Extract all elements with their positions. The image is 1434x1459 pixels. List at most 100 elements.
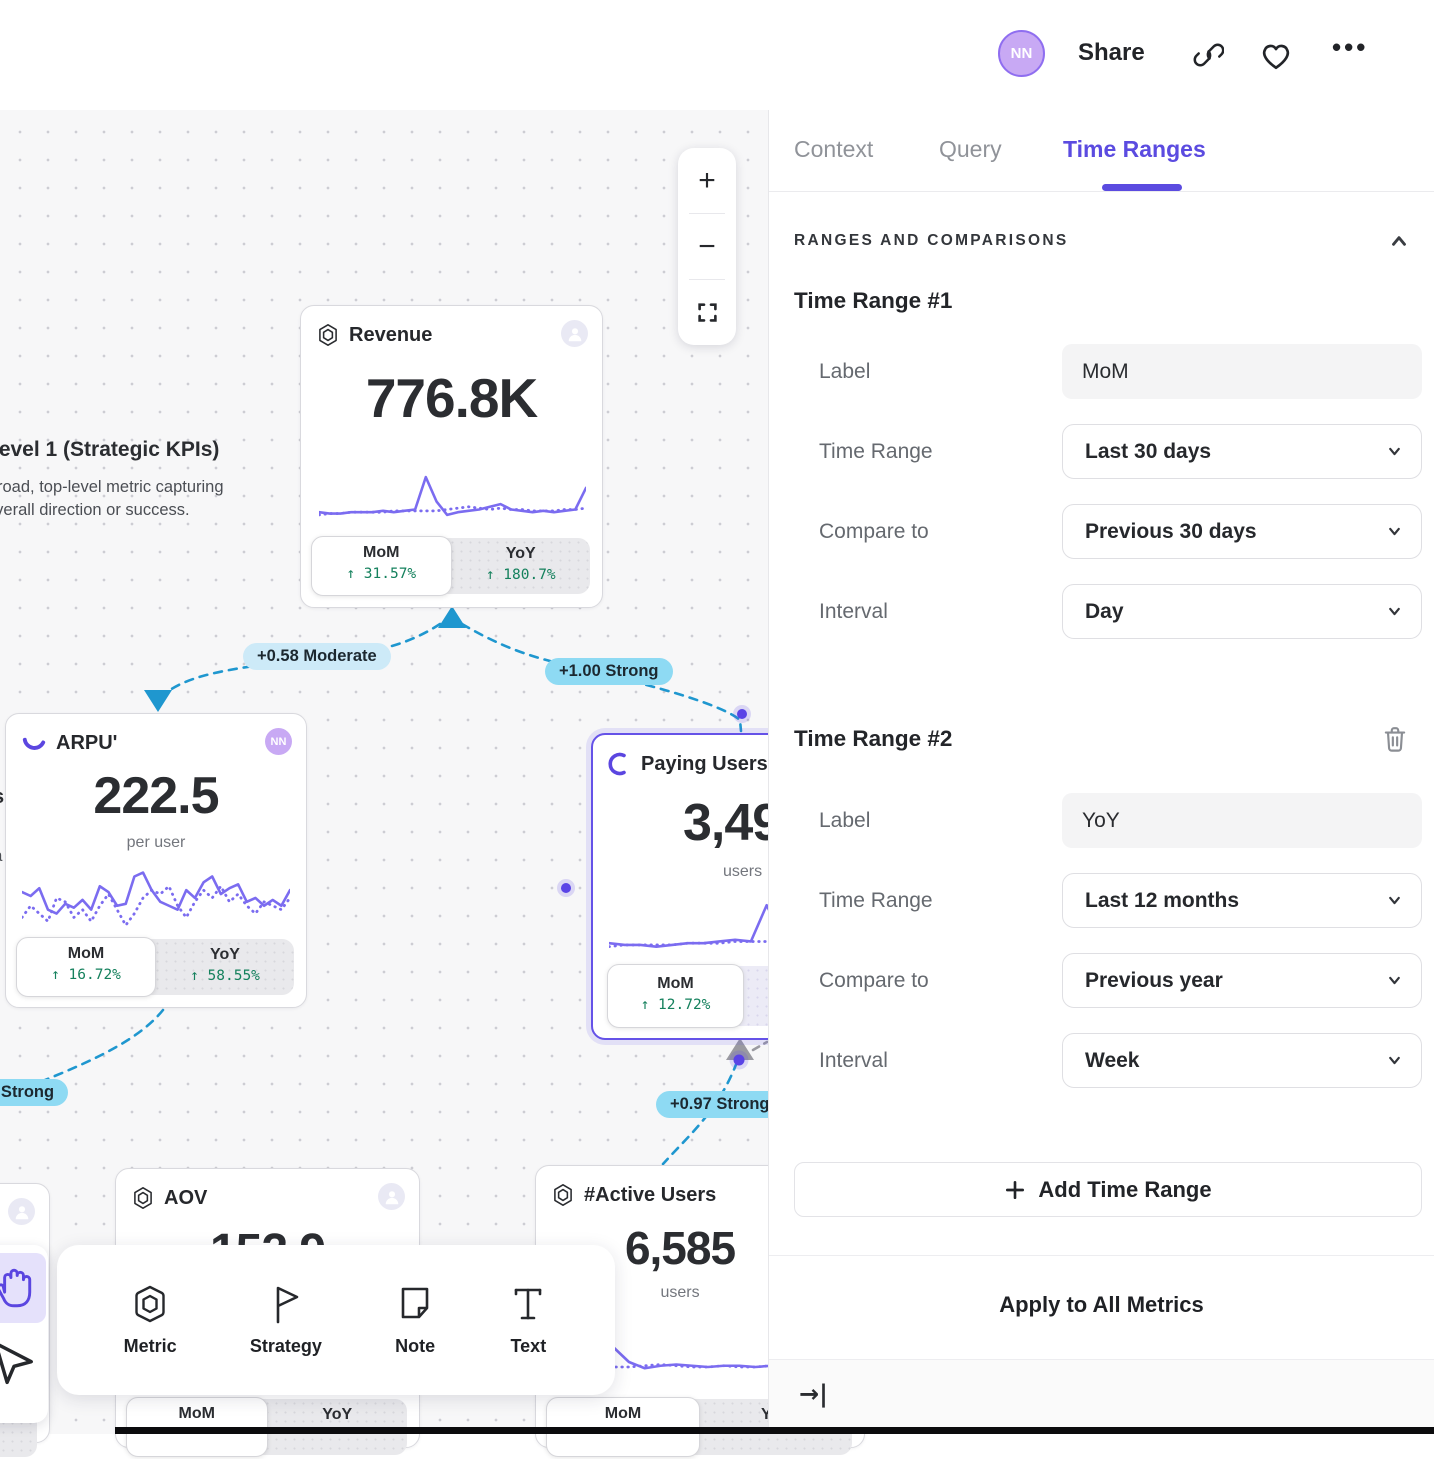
metric-tree-canvas[interactable]: Level 1 (Strategic KPIs) Broad, top-leve… [0,110,768,1434]
add-time-range-button[interactable]: Add Time Range [794,1162,1422,1217]
tab-time-ranges[interactable]: Time Ranges [1063,136,1206,163]
select-tool[interactable] [0,1329,44,1399]
favorite-heart-icon[interactable] [1260,41,1292,71]
range1-compare-select[interactable]: Previous 30 days [1062,504,1422,559]
level-1-annotation: Level 1 (Strategic KPIs) Broad, top-leve… [0,438,224,522]
correlation-label-strong-clipped[interactable]: 66 Strong [0,1079,68,1106]
insert-metric-button[interactable]: Metric [124,1284,177,1357]
toggle-mom[interactable]: MoM ↑ 31.57% [311,536,452,596]
panel-tabs: Context Query Time Ranges [769,110,1434,192]
arpu-sparkline [22,854,290,938]
toggle-yoy[interactable]: YoY ↑ 180.7% [452,538,591,594]
flag-icon [266,1284,306,1324]
owner-avatar[interactable] [8,1198,35,1225]
field-label: Interval [794,600,1062,624]
insert-toolbar: Metric Strategy Note Text [57,1245,615,1395]
owner-avatar-nn[interactable]: NN [265,728,292,755]
field-label: Time Range [794,440,1062,464]
connector-gray-stub [753,1042,767,1050]
field-label: Time Range [794,889,1062,913]
field-label: Interval [794,1049,1062,1073]
time-range-1-title: Time Range #1 [794,288,952,314]
person-icon [13,1203,31,1221]
crescent-icon [608,751,632,777]
time-range-2-title: Time Range #2 [794,726,952,752]
copy-link-icon[interactable] [1192,40,1224,70]
more-options-button[interactable]: ••• [1332,32,1368,63]
collapse-section-chevron-up-icon[interactable] [1388,230,1410,252]
arrowhead-up-revenue [438,606,466,628]
apply-to-all-metrics-button[interactable]: Apply to All Metrics [769,1256,1434,1354]
insert-text-button[interactable]: Text [508,1284,548,1357]
comparison-toggle: MoM ↑ 31.57% YoY ↑ 180.7% [313,538,590,594]
person-icon [566,325,584,343]
range1-interval-select[interactable]: Day [1062,584,1422,639]
range1-label-input[interactable]: MoM [1062,344,1422,399]
comparison-toggle: MoM ↑ 16.72% YoY ↑ 58.55% [18,939,294,995]
toggle-mom[interactable]: MoM ↑ 16.72% [16,937,156,997]
card-title: Revenue [349,324,432,347]
range2-compare-select[interactable]: Previous year [1062,953,1422,1008]
yoy-change: ↑ 180.7% [452,567,591,583]
user-avatar[interactable]: NN [998,30,1045,77]
chevron-down-icon [1386,443,1403,460]
zoom-in-button[interactable]: + [678,148,736,213]
range2-time-range-select[interactable]: Last 12 months [1062,873,1422,928]
metric-hexagon-icon [131,1186,155,1210]
metric-card-arpu[interactable]: ARPU' NN 222.5 per user MoM ↑ 16.72% YoY… [5,713,307,1008]
metric-value: 222.5 [6,766,306,826]
card-title: #Active Users [584,1184,716,1207]
field-label: Label [794,809,1062,833]
note-icon [395,1284,435,1324]
insert-strategy-button[interactable]: Strategy [250,1284,322,1357]
settings-panel: Context Query Time Ranges RANGES AND COM… [768,110,1434,1434]
yoy-change: ↑ 58.55% [156,968,294,984]
mom-change: ↑ 16.72% [17,967,155,983]
field-label: Label [794,360,1062,384]
owner-avatar[interactable] [378,1183,405,1210]
metric-hexagon-icon [130,1284,170,1324]
delete-range-trash-icon[interactable] [1382,725,1408,753]
curve-arc-icon [21,732,47,754]
chevron-down-icon [1386,892,1403,909]
correlation-label-strong[interactable]: +0.97 Strong [656,1091,784,1118]
cursor-icon [0,1338,37,1390]
metric-value: 776.8K [301,366,602,430]
owner-avatar[interactable] [561,320,588,347]
active-tab-indicator [1102,184,1182,191]
clipped-text-fragment: a [0,846,2,866]
tab-query[interactable]: Query [939,136,1002,163]
share-button[interactable]: Share [1078,39,1145,67]
fit-view-button[interactable] [678,280,736,345]
panel-footer: →| [769,1359,1434,1427]
metric-card-revenue[interactable]: Revenue 776.8K MoM ↑ 31.57% YoY ↑ 180.7% [300,305,603,608]
correlation-label-moderate[interactable]: +0.58 Moderate [243,643,391,670]
range2-label-input[interactable]: YoY [1062,793,1422,848]
level-description: Broad, top-level metric capturing overal… [0,476,224,522]
clipped-text-fragment: s [0,786,4,809]
range2-interval-select[interactable]: Week [1062,1033,1422,1088]
correlation-label-strong[interactable]: +1.00 Strong [545,658,673,685]
bottom-screen-edge [115,1427,1434,1434]
hand-tool-selected[interactable] [0,1253,46,1323]
range1-time-range-select[interactable]: Last 30 days [1062,424,1422,479]
chevron-down-icon [1386,603,1403,620]
metric-unit: per user [6,834,306,852]
field-label: Compare to [794,969,1062,993]
collapse-panel-icon[interactable]: →| [799,1380,828,1408]
metric-hexagon-icon [316,323,340,347]
tab-context[interactable]: Context [794,136,873,163]
mom-change: ↑ 12.72% [608,997,743,1013]
insert-note-button[interactable]: Note [395,1284,435,1357]
zoom-out-button[interactable]: − [678,214,736,279]
person-icon [383,1188,401,1206]
chevron-down-icon [1386,972,1403,989]
text-icon [508,1284,548,1324]
chevron-down-icon [1386,523,1403,540]
card-title: AOV [164,1187,207,1210]
hand-icon [0,1265,34,1311]
toggle-yoy[interactable]: YoY ↑ 58.55% [156,939,294,995]
pointer-tools [0,1245,48,1423]
toggle-mom[interactable]: MoM ↑ 12.72% [607,964,744,1028]
canvas-zoom-controls: + − [678,148,736,345]
